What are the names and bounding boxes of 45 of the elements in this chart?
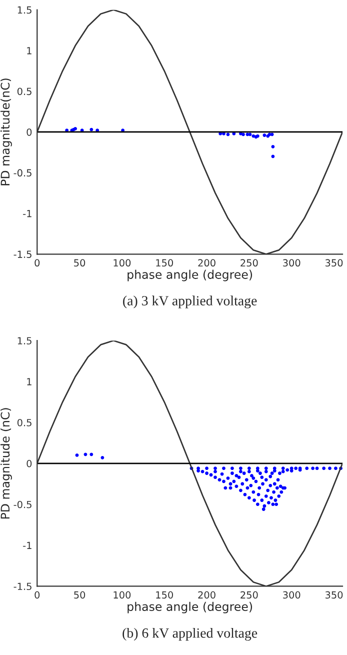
- line-series: [37, 340, 342, 586]
- y-axis-title: PD magnitude(nC): [0, 78, 12, 186]
- y-tick-label: 1.5: [18, 6, 32, 14]
- line-series: [37, 10, 342, 254]
- y-axis-title: PD magnitude (nC): [0, 408, 12, 519]
- x-axis-title: phase angle (degree): [128, 602, 252, 614]
- y-tick-label: -1: [23, 210, 32, 218]
- x-tick-label: 50: [74, 259, 86, 267]
- x-tick-label: 300: [283, 259, 300, 267]
- x-tick-label: 250: [240, 259, 258, 267]
- x-tick-label: 200: [198, 259, 216, 267]
- x-tick-label: 150: [156, 259, 173, 267]
- text: (b) 6 kV applied voltage: [122, 628, 258, 641]
- point: [271, 154, 275, 158]
- y-tick-label: 1: [27, 47, 32, 54]
- x-tick-label: 50: [74, 591, 86, 599]
- y-tick-label: -0.5: [14, 169, 32, 177]
- x-tick-label: 300: [283, 591, 300, 599]
- y-tick-label: 0: [26, 460, 32, 468]
- y-tick-label: 0: [26, 128, 32, 136]
- x-tick-label: 200: [198, 591, 216, 599]
- point: [248, 132, 252, 136]
- x-tick-label: 100: [114, 591, 131, 599]
- point: [262, 134, 266, 137]
- point: [271, 144, 275, 148]
- y-tick-label: -1.5: [14, 582, 32, 590]
- x-tick-label: 100: [114, 259, 131, 267]
- x-tick-label: 350: [325, 259, 343, 267]
- y-tick-label: -0.5: [14, 500, 32, 508]
- x-tick-label: 350: [325, 591, 343, 599]
- x-tick-label: 0: [34, 259, 40, 267]
- y-tick-label: 1: [27, 378, 32, 386]
- x-tick-label: 0: [34, 591, 40, 599]
- y-tick-label: 0.5: [17, 418, 32, 426]
- text: (a) 3 kV applied voltage: [123, 296, 257, 308]
- x-tick-label: 150: [156, 591, 173, 599]
- point: [90, 128, 94, 132]
- x-tick-label: 250: [240, 591, 258, 599]
- point: [242, 132, 245, 136]
- y-tick-label: -1: [23, 542, 32, 549]
- x-axis-title: phase angle (degree): [128, 270, 252, 282]
- y-tick-label: 1.5: [18, 337, 32, 344]
- y-tick-label: 0.5: [17, 88, 32, 96]
- y-tick-label: -1.5: [14, 250, 32, 258]
- point: [270, 132, 274, 136]
